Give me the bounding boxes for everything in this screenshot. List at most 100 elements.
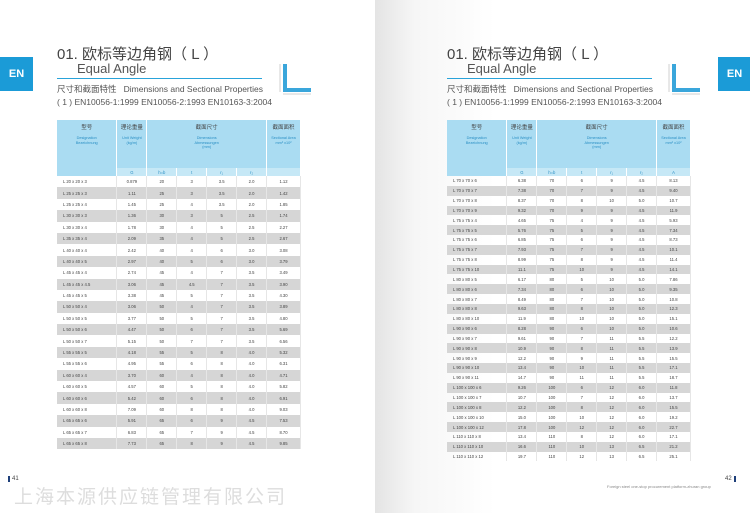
table-cell: L 80 x 80 x 6	[447, 284, 508, 295]
header-weight: 理论重量 Unit Weight (kg/m)	[116, 120, 148, 168]
table-cell: 100	[536, 382, 568, 393]
table-cell: 3.70	[116, 369, 148, 382]
table-cell: 6.0	[626, 431, 658, 442]
table-cell: 12	[596, 402, 628, 413]
table-cell: L 110 x 110 x 12	[447, 451, 508, 462]
table-row: L 80 x 80 x 5 6.17 80 5 10 5.0 7.86	[447, 274, 691, 285]
table-cell: 100	[536, 392, 568, 403]
table-cell: 2.5	[236, 232, 268, 245]
table-cell: 2.0	[236, 198, 268, 211]
table-cell: 5	[176, 255, 208, 268]
table-cell: 5.93	[656, 215, 691, 226]
table-cell: L 75 x 75 x 8	[447, 254, 508, 265]
table-cell: 3.49	[266, 267, 301, 279]
table-cell: 2.0	[236, 187, 268, 199]
table-cell: 9.03	[266, 403, 301, 416]
table-cell: 11	[596, 363, 628, 373]
header-weight: 理论重量 Unit Weight (kg/m)	[506, 120, 538, 168]
table-cell: 9.32	[506, 205, 538, 216]
language-tab-en[interactable]: EN	[0, 57, 33, 91]
dimensions-label-en: Dimensions and Sectional Properties	[513, 84, 653, 94]
section-title: 01. 欧标等边角钢（ L ）	[57, 46, 219, 63]
table-cell: 11.8	[656, 382, 691, 393]
table-cell: 8	[566, 402, 598, 413]
table-cell: L 35 x 35 x 4	[57, 232, 118, 245]
table-cell: 50	[146, 312, 178, 325]
table-cell: 10	[566, 412, 598, 423]
table-cell: L 45 x 45 x 5	[57, 289, 118, 302]
table-cell: 5.82	[266, 381, 301, 393]
table-cell: 5	[176, 346, 208, 359]
table-cell: 75	[536, 244, 568, 255]
table-cell: 70	[536, 176, 568, 186]
table-cell: L 65 x 65 x 8	[57, 437, 118, 450]
table-cell: 5	[206, 210, 238, 222]
table-cell: 110	[536, 431, 568, 442]
language-tab-en[interactable]: EN	[718, 57, 750, 91]
table-cell: 5.69	[266, 324, 301, 336]
table-cell: 50	[146, 301, 178, 313]
table-cell: 80	[536, 313, 568, 324]
table-cell: 55	[146, 358, 178, 370]
table-cell: L 100 x 100 x 6	[447, 382, 508, 393]
table-cell: 8.99	[506, 254, 538, 265]
table-cell: 4.47	[116, 324, 148, 336]
table-cell: 1.45	[116, 198, 148, 211]
table-cell: 2.27	[266, 221, 301, 233]
table-cell: L 50 x 50 x 4	[57, 301, 118, 313]
table-cell: 13.4	[506, 363, 538, 373]
table-cell: 16.6	[506, 441, 538, 452]
table-cell: 11.9	[506, 313, 538, 324]
table-cell: 9.61	[506, 333, 538, 344]
table-cell: 6.0	[626, 412, 658, 423]
table-cell: 65	[146, 437, 178, 450]
table-cell: 25.1	[656, 451, 691, 462]
table-cell: L 75 x 75 x 10	[447, 264, 508, 275]
table-cell: 6	[176, 324, 208, 336]
table-cell: 7.93	[506, 244, 538, 255]
table-cell: 8	[176, 437, 208, 450]
table-cell: 2.09	[116, 232, 148, 245]
table-row: L 80 x 80 x 6 7.34 80 6 10 5.0 9.35	[447, 284, 691, 295]
table-cell: 30	[146, 221, 178, 233]
table-cell: L 65 x 65 x 7	[57, 426, 118, 438]
table-cell: 6.0	[626, 422, 658, 432]
table-cell: 1.12	[266, 176, 301, 188]
table-cell: 12.2	[506, 353, 538, 364]
table-cell: L 80 x 80 x 7	[447, 294, 508, 304]
table-row: L 70 x 70 x 7 7.38 70 7 9 4.5 9.40	[447, 185, 691, 196]
table-cell: 45	[146, 267, 178, 279]
table-cell: 1.74	[266, 210, 301, 222]
table-cell: 7	[206, 267, 238, 279]
table-cell: 4.0	[236, 358, 268, 370]
table-cell: 60	[146, 381, 178, 393]
page-number-right: 42	[723, 476, 736, 482]
table-cell: 50	[146, 324, 178, 336]
table-cell: 2.74	[116, 267, 148, 279]
table-cell: 8	[206, 369, 238, 382]
table-cell: 4.95	[116, 358, 148, 370]
table-cell: L 55 x 55 x 5	[57, 346, 118, 359]
table-cell: 1.11	[116, 187, 148, 199]
header-dimensions: 截面尺寸 Dimensions Abmessungen (mm)	[146, 120, 268, 168]
table-cell: L 60 x 60 x 5	[57, 381, 118, 393]
table-row: L 25 x 25 x 3 1.11 25 3 3.5 2.0 1.42	[57, 187, 301, 199]
table-cell: L 100 x 100 x 7	[447, 392, 508, 403]
table-cell: L 30 x 30 x 4	[57, 221, 118, 233]
table-row: L 80 x 80 x 10 11.9 80 10 10 5.0 15.1	[447, 313, 691, 324]
table-cell: 8	[206, 381, 238, 393]
table-cell: 60	[146, 403, 178, 416]
table-row: L 75 x 75 x 4 4.65 75 4 9 4.5 5.93	[447, 215, 691, 226]
table-cell: 45	[146, 278, 178, 290]
standards-text: ( 1 ) EN10056-1:1999 EN10056-2:1993 EN10…	[447, 97, 663, 107]
table-cell: 10	[596, 284, 628, 295]
table-cell: 70	[536, 195, 568, 206]
table-cell: 4.5	[626, 185, 658, 196]
table-cell: 19.2	[656, 412, 691, 423]
table-cell: 11	[596, 353, 628, 364]
table-cell: 10	[596, 303, 628, 314]
table-row: L 80 x 80 x 7 8.49 80 7 10 5.0 10.8	[447, 294, 691, 304]
table-cell: 100	[536, 402, 568, 413]
table-row: L 50 x 50 x 5 3.77 50 5 7 3.5 4.80	[57, 312, 301, 325]
table-cell: 8	[176, 403, 208, 416]
